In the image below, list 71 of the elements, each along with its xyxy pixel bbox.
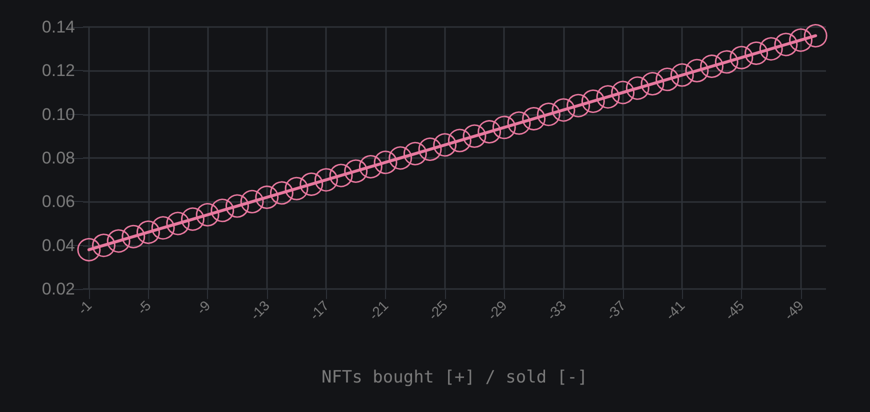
point xyxy=(344,159,368,183)
point xyxy=(403,142,427,166)
point xyxy=(92,234,116,258)
x-tick-label: -45 xyxy=(722,297,748,323)
y-tick-label: 0.14 xyxy=(42,18,75,36)
point xyxy=(374,150,398,174)
point xyxy=(284,176,308,200)
point xyxy=(166,212,190,236)
y-tick-label: 0.10 xyxy=(42,104,75,124)
point xyxy=(700,54,724,78)
point xyxy=(77,238,101,262)
x-tick-label: -9 xyxy=(193,297,214,318)
point xyxy=(759,37,783,61)
x-tick-label: -41 xyxy=(662,297,688,323)
point xyxy=(581,89,605,113)
point xyxy=(656,68,680,92)
point xyxy=(566,94,590,118)
point xyxy=(196,203,220,227)
point xyxy=(744,41,768,65)
y-tick-label: 0.04 xyxy=(42,236,75,255)
point xyxy=(774,32,798,56)
point xyxy=(670,63,694,87)
x-tick-label: -49 xyxy=(780,297,807,323)
point xyxy=(314,168,338,192)
point xyxy=(714,50,738,74)
x-tick-label: -1 xyxy=(74,297,95,318)
x-tick-label: -13 xyxy=(246,297,273,323)
x-tick-label: -37 xyxy=(602,297,629,323)
point xyxy=(255,186,279,210)
point xyxy=(270,181,294,205)
point xyxy=(448,128,472,152)
point xyxy=(226,194,249,218)
point xyxy=(122,224,146,248)
point xyxy=(106,229,130,253)
point xyxy=(329,164,353,188)
point xyxy=(462,124,486,148)
x-axis-title: NFTs bought [+] / sold [-] xyxy=(321,368,588,388)
point xyxy=(552,98,576,122)
point xyxy=(151,216,175,240)
point xyxy=(492,116,516,140)
y-tick-label: 0.08 xyxy=(42,148,75,168)
point xyxy=(358,154,382,178)
point xyxy=(804,24,828,48)
point xyxy=(433,133,457,157)
point xyxy=(240,190,264,214)
x-tick-label: -29 xyxy=(484,297,510,323)
y-tick-label: 0.12 xyxy=(42,61,75,80)
x-tick-label: -5 xyxy=(134,297,154,318)
x-tick-label: -33 xyxy=(544,297,570,323)
y-tick-label: 0.02 xyxy=(42,280,75,298)
point xyxy=(640,72,664,96)
point xyxy=(522,106,546,130)
x-tick-label: -21 xyxy=(366,297,392,323)
point xyxy=(730,46,754,70)
point xyxy=(478,120,502,144)
x-tick-label: -25 xyxy=(424,297,451,323)
point xyxy=(789,28,813,52)
point xyxy=(611,80,635,104)
point xyxy=(418,138,442,162)
point xyxy=(300,172,324,196)
y-tick-label: 0.06 xyxy=(42,192,75,212)
point xyxy=(388,146,412,170)
point xyxy=(507,111,531,135)
point xyxy=(685,58,709,82)
point xyxy=(181,207,204,231)
point xyxy=(136,220,160,244)
point xyxy=(536,102,560,126)
point xyxy=(626,76,650,100)
point xyxy=(596,85,620,109)
x-tick-label: -17 xyxy=(306,297,332,323)
point xyxy=(210,198,234,222)
